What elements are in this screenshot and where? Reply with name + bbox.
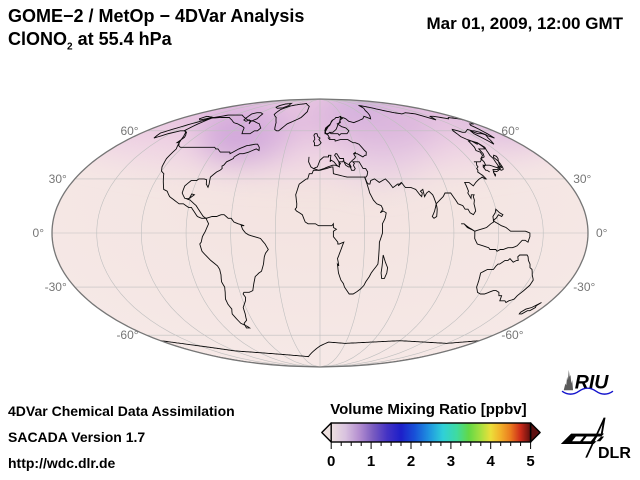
svg-text:DLR: DLR	[598, 445, 631, 462]
